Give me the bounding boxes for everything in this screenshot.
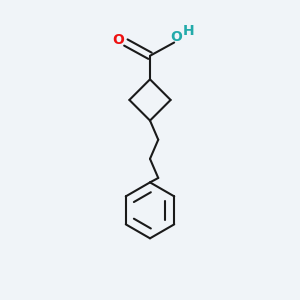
Text: H: H: [182, 24, 194, 38]
Text: O: O: [112, 33, 124, 47]
Text: O: O: [170, 30, 182, 44]
